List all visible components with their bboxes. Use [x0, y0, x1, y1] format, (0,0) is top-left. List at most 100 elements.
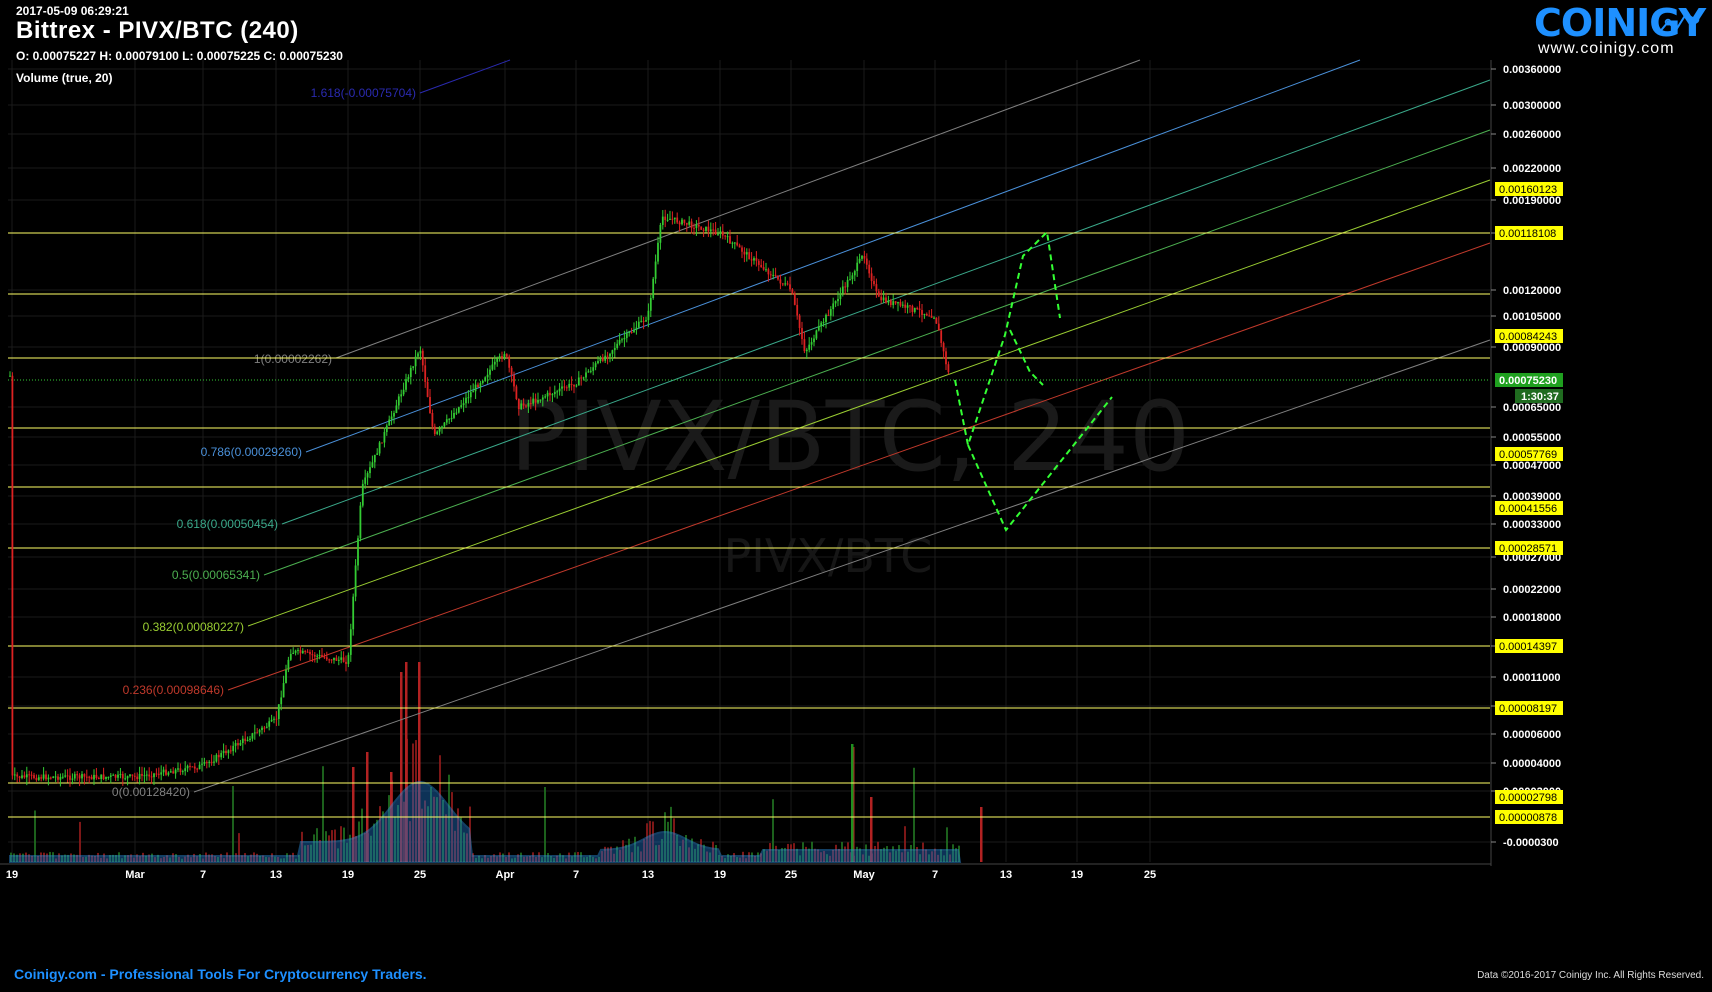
volume-bar [346, 842, 348, 862]
volume-bar [811, 841, 813, 862]
volume-bar [118, 852, 120, 862]
footer-tagline[interactable]: Coinigy.com - Professional Tools For Cry… [14, 966, 427, 982]
candle-body [784, 283, 787, 285]
candle-body [95, 774, 98, 778]
candle-body [529, 403, 532, 405]
volume-bar [835, 844, 837, 862]
volume-histogram [9, 662, 983, 863]
volume-bar [325, 831, 327, 862]
candle-body [438, 428, 441, 432]
candle-body [904, 304, 907, 308]
coinigy-logo[interactable]: COINIGY www.coinigy.com [1534, 2, 1706, 60]
volume-bar [592, 856, 594, 862]
volume-bar [691, 838, 693, 862]
candle-body [534, 398, 537, 403]
volume-bar [439, 755, 441, 862]
candle-body [765, 269, 767, 271]
volume-bar [733, 853, 735, 862]
candle-body [695, 224, 698, 229]
volume-bar [349, 834, 351, 862]
candle-body [311, 654, 314, 656]
candle-body [911, 305, 914, 312]
candle-body [745, 252, 748, 255]
candle-body [253, 732, 256, 734]
price-tick-label: 0.00055000 [1503, 432, 1561, 444]
candle-body [297, 649, 299, 651]
candle-body [301, 650, 304, 654]
volume-bar [892, 846, 894, 862]
volume-bar [601, 851, 603, 862]
price-marker [1495, 810, 1563, 824]
price-marker-label: 0.00160123 [1499, 184, 1557, 196]
volume-bar [679, 846, 681, 862]
volume-indicator-label[interactable]: Volume (true, 20) [16, 71, 113, 85]
price-marker [1495, 182, 1563, 196]
candle-body [328, 659, 331, 661]
candle-body [309, 651, 311, 655]
candle-body [940, 330, 943, 343]
volume-bar [544, 787, 546, 862]
volume-bar [625, 844, 627, 862]
volume-bar [373, 823, 375, 862]
candle-body [186, 765, 189, 769]
candle-body [621, 339, 623, 341]
volume-bar [235, 853, 237, 862]
candle-body [580, 377, 583, 379]
candle-body [496, 358, 499, 362]
candle-body [429, 396, 431, 414]
candle-body [165, 769, 167, 775]
candle-body [246, 740, 249, 742]
candle-body [81, 774, 83, 779]
candle-body [510, 367, 513, 375]
candle-body [217, 754, 220, 758]
volume-bar [31, 855, 33, 862]
candle-body [484, 377, 487, 381]
last-price-label: 0.00075230 [1499, 375, 1557, 387]
volume-bar [280, 858, 282, 862]
candle-body [448, 418, 451, 420]
candle-body [873, 281, 875, 285]
candle-body [33, 775, 35, 779]
volume-bar [19, 853, 21, 862]
volume-bar [715, 845, 717, 862]
volume-bar [775, 845, 777, 862]
volume-bar [901, 852, 903, 862]
candle-body [513, 374, 515, 387]
volume-bar [886, 846, 888, 862]
candle-body [126, 776, 129, 779]
candle-body [755, 258, 758, 261]
volume-bar [163, 856, 165, 862]
volume-bar [517, 854, 519, 862]
candle-body [642, 320, 645, 322]
volume-bar [265, 856, 267, 862]
fib-line [193, 339, 1491, 793]
candle-body [249, 738, 251, 741]
candle-body [378, 442, 381, 454]
volume-bar [178, 856, 180, 862]
candle-body [945, 351, 947, 365]
candle-body [880, 296, 883, 301]
candle-body [105, 776, 107, 779]
candle-body [721, 231, 724, 236]
price-marker-label: 0.00014397 [1499, 641, 1557, 653]
candle-body [481, 380, 484, 384]
candle-body [285, 669, 287, 684]
volume-bar [865, 844, 867, 862]
candle-body [205, 762, 208, 764]
volume-bar [949, 854, 951, 862]
volume-bar [568, 852, 570, 862]
candle-body [505, 354, 508, 357]
volume-bar [922, 842, 924, 862]
price-tick-label: 0.00011000 [1503, 672, 1561, 684]
candle-body [885, 297, 887, 303]
candle-body [71, 778, 74, 780]
volume-bar [400, 672, 403, 862]
candle-body [354, 565, 357, 597]
candle-body [361, 483, 364, 506]
volume-bar [160, 858, 162, 862]
candle-body [321, 654, 323, 657]
time-tick-label: 19 [714, 869, 726, 881]
volume-bar [274, 856, 276, 862]
candle-body [681, 219, 683, 225]
